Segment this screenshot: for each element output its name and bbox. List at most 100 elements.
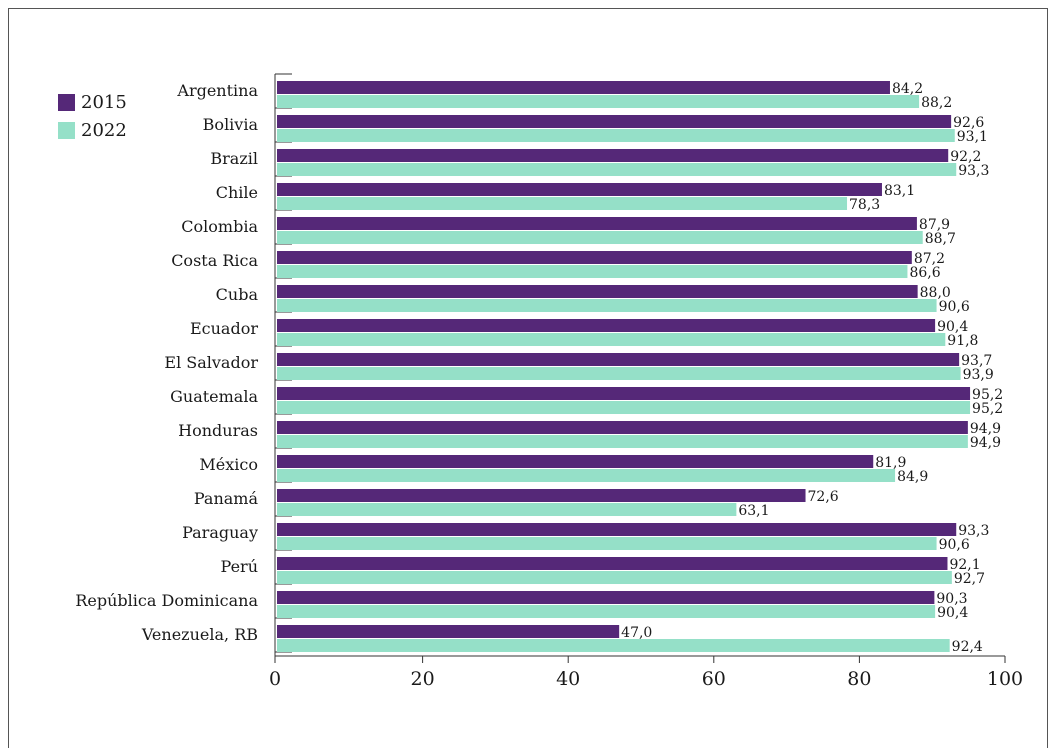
data-label-2015: 47,0 bbox=[621, 625, 652, 641]
data-label-2015: 81,9 bbox=[875, 455, 906, 471]
category-label: Honduras bbox=[178, 421, 258, 440]
data-label-2015: 93,3 bbox=[958, 523, 989, 539]
category-label: Paraguay bbox=[182, 523, 258, 542]
x-tick-label: 40 bbox=[556, 668, 580, 690]
bar-2015 bbox=[277, 557, 948, 570]
category-label: El Salvador bbox=[164, 353, 258, 372]
chart-frame bbox=[8, 8, 1048, 748]
bar-2022 bbox=[277, 435, 968, 448]
data-label-2022: 86,6 bbox=[909, 265, 940, 281]
bar-2022 bbox=[277, 95, 920, 108]
x-tick-label: 80 bbox=[847, 668, 871, 690]
bar-2015 bbox=[277, 285, 918, 298]
bar-chart: 0 20 40 60 80 100 Argentina 84,288,2 Bolivia 92,6… bbox=[75, 73, 1023, 690]
bar-2022 bbox=[277, 401, 971, 414]
x-tick-label: 20 bbox=[411, 668, 435, 690]
data-label-2022: 93,9 bbox=[963, 367, 994, 383]
category-label: Bolivia bbox=[203, 115, 259, 134]
bar-2022 bbox=[277, 537, 937, 550]
bar-2022 bbox=[277, 197, 848, 210]
data-label-2022: 92,4 bbox=[952, 639, 983, 655]
data-label-2022: 93,1 bbox=[957, 129, 988, 145]
bar-2022 bbox=[277, 265, 908, 278]
legend-swatch-2015 bbox=[58, 93, 75, 111]
bar-2022 bbox=[277, 129, 955, 142]
category-label: Chile bbox=[216, 183, 258, 202]
data-label-2022: 90,6 bbox=[939, 537, 970, 553]
category-label: Argentina bbox=[176, 81, 258, 100]
bar-2015 bbox=[277, 421, 968, 434]
category-label: Ecuador bbox=[190, 319, 258, 338]
category-label: Panamá bbox=[194, 489, 259, 508]
bar-2015 bbox=[277, 591, 935, 604]
data-label-2015: 72,6 bbox=[808, 489, 839, 505]
category-label: Venezuela, RB bbox=[141, 625, 258, 644]
data-label-2022: 88,7 bbox=[925, 231, 956, 247]
bar-2015 bbox=[277, 455, 874, 468]
legend-item-2015: 2015 bbox=[58, 88, 127, 116]
category-label: México bbox=[199, 455, 258, 474]
category-label: Brazil bbox=[210, 149, 258, 168]
data-label-2022: 92,7 bbox=[954, 571, 985, 587]
data-label-2022: 90,4 bbox=[937, 605, 968, 621]
legend-item-2022: 2022 bbox=[58, 116, 127, 144]
data-label-2022: 78,3 bbox=[849, 197, 880, 213]
category-label: Cuba bbox=[216, 285, 259, 304]
bar-2015 bbox=[277, 149, 949, 162]
legend-swatch-2022 bbox=[58, 121, 75, 139]
bar-2022 bbox=[277, 299, 937, 312]
data-label-2015: 83,1 bbox=[884, 183, 915, 199]
category-label: Guatemala bbox=[170, 387, 258, 406]
bar-2015 bbox=[277, 217, 917, 230]
bar-2022 bbox=[277, 571, 952, 584]
data-label-2015: 92,2 bbox=[950, 149, 981, 165]
data-label-2022: 94,9 bbox=[970, 435, 1001, 451]
bar-2015 bbox=[277, 523, 957, 536]
bar-2022 bbox=[277, 639, 950, 652]
bar-2015 bbox=[277, 115, 952, 128]
category-label: Costa Rica bbox=[171, 251, 258, 270]
category-label: Colombia bbox=[181, 217, 258, 236]
bar-2015 bbox=[277, 81, 890, 94]
category-label: República Dominicana bbox=[75, 591, 258, 610]
data-label-2015: 93,7 bbox=[961, 353, 992, 369]
bar-2022 bbox=[277, 163, 957, 176]
bar-2022 bbox=[277, 231, 923, 244]
legend: 2015 2022 bbox=[58, 88, 127, 144]
data-label-2022: 90,6 bbox=[939, 299, 970, 315]
data-label-2015: 94,9 bbox=[970, 421, 1001, 437]
bar-2015 bbox=[277, 183, 882, 196]
bar-2015 bbox=[277, 251, 912, 264]
data-label-2015: 90,4 bbox=[937, 319, 968, 335]
category-label: Perú bbox=[221, 557, 258, 576]
data-label-2015: 87,9 bbox=[919, 217, 950, 233]
x-tick-label: 100 bbox=[987, 668, 1023, 690]
bar-2022 bbox=[277, 503, 737, 516]
data-label-2022: 84,9 bbox=[897, 469, 928, 485]
data-label-2022: 95,2 bbox=[972, 401, 1003, 417]
bar-2015 bbox=[277, 625, 620, 638]
bar-2022 bbox=[277, 367, 961, 380]
data-label-2015: 87,2 bbox=[914, 251, 945, 267]
bar-2022 bbox=[277, 469, 896, 482]
bar-2022 bbox=[277, 333, 946, 346]
legend-label-2015: 2015 bbox=[81, 91, 127, 113]
bar-2015 bbox=[277, 319, 936, 332]
data-label-2015: 84,2 bbox=[892, 81, 923, 97]
data-label-2022: 91,8 bbox=[947, 333, 978, 349]
x-tick-label: 60 bbox=[702, 668, 726, 690]
data-label-2022: 63,1 bbox=[738, 503, 769, 519]
bar-2022 bbox=[277, 605, 936, 618]
bar-2015 bbox=[277, 387, 971, 400]
data-label-2015: 88,0 bbox=[920, 285, 951, 301]
x-tick-label: 0 bbox=[269, 668, 281, 690]
data-label-2015: 90,3 bbox=[936, 591, 967, 607]
data-label-2015: 95,2 bbox=[972, 387, 1003, 403]
data-label-2022: 88,2 bbox=[921, 95, 952, 111]
data-label-2022: 93,3 bbox=[958, 163, 989, 179]
legend-label-2022: 2022 bbox=[81, 119, 127, 141]
data-label-2015: 92,6 bbox=[953, 115, 984, 131]
bar-2015 bbox=[277, 353, 960, 366]
data-label-2015: 92,1 bbox=[949, 557, 980, 573]
bar-2015 bbox=[277, 489, 806, 502]
